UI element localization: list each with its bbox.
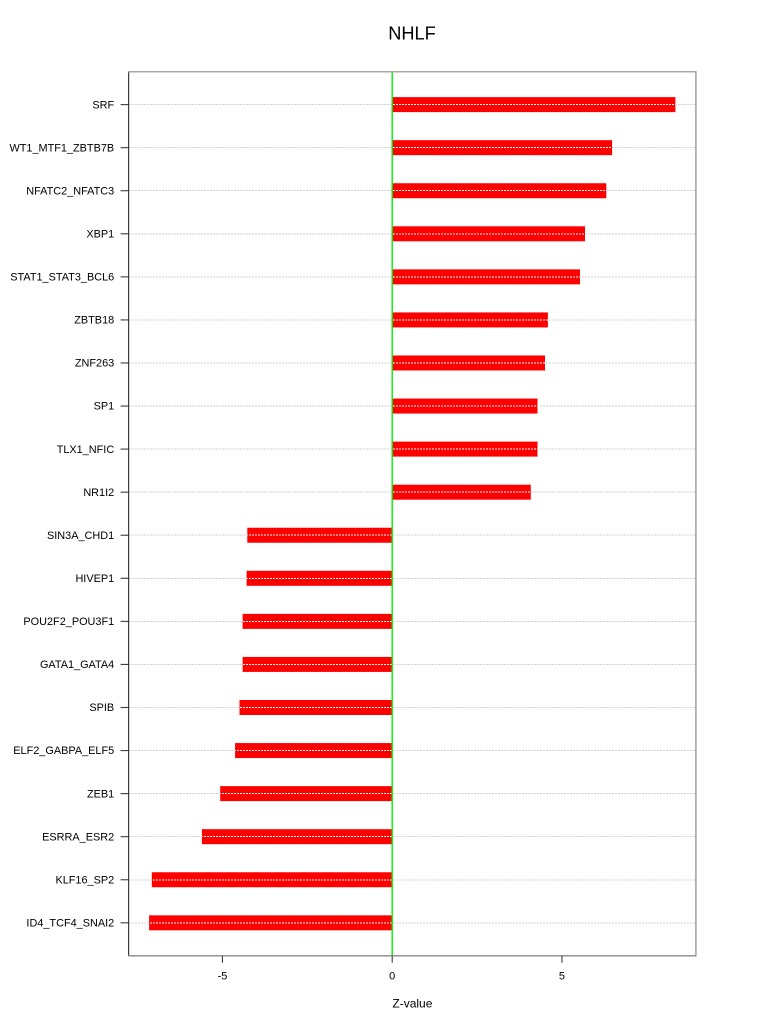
- svg-text:GATA1_GATA4: GATA1_GATA4: [40, 659, 114, 671]
- svg-text:TLX1_NFIC: TLX1_NFIC: [57, 444, 115, 456]
- svg-text:NR1I2: NR1I2: [83, 487, 114, 499]
- svg-text:-5: -5: [218, 971, 228, 983]
- svg-text:5: 5: [559, 971, 565, 983]
- svg-text:ESRRA_ESR2: ESRRA_ESR2: [42, 831, 114, 843]
- svg-text:SIN3A_CHD1: SIN3A_CHD1: [47, 530, 114, 542]
- svg-text:NHLF: NHLF: [388, 23, 436, 43]
- svg-text:XBP1: XBP1: [86, 228, 114, 240]
- svg-text:POU2F2_POU3F1: POU2F2_POU3F1: [23, 616, 114, 628]
- svg-text:ID4_TCF4_SNAI2: ID4_TCF4_SNAI2: [26, 917, 114, 929]
- svg-text:SPIB: SPIB: [89, 702, 114, 714]
- svg-text:ELF2_GABPA_ELF5: ELF2_GABPA_ELF5: [13, 745, 114, 757]
- svg-text:STAT1_STAT3_BCL6: STAT1_STAT3_BCL6: [10, 272, 114, 284]
- svg-text:HIVEP1: HIVEP1: [75, 573, 114, 585]
- svg-text:0: 0: [389, 971, 395, 983]
- svg-text:ZEB1: ZEB1: [87, 788, 114, 800]
- svg-text:ZBTB18: ZBTB18: [74, 315, 114, 327]
- svg-text:NFATC2_NFATC3: NFATC2_NFATC3: [26, 185, 114, 197]
- svg-text:KLF16_SP2: KLF16_SP2: [55, 874, 114, 886]
- svg-text:Z-value: Z-value: [392, 996, 432, 1010]
- svg-text:ZNF263: ZNF263: [75, 358, 114, 370]
- svg-text:SP1: SP1: [94, 401, 115, 413]
- svg-text:SRF: SRF: [92, 99, 114, 111]
- svg-text:WT1_MTF1_ZBTB7B: WT1_MTF1_ZBTB7B: [9, 142, 114, 154]
